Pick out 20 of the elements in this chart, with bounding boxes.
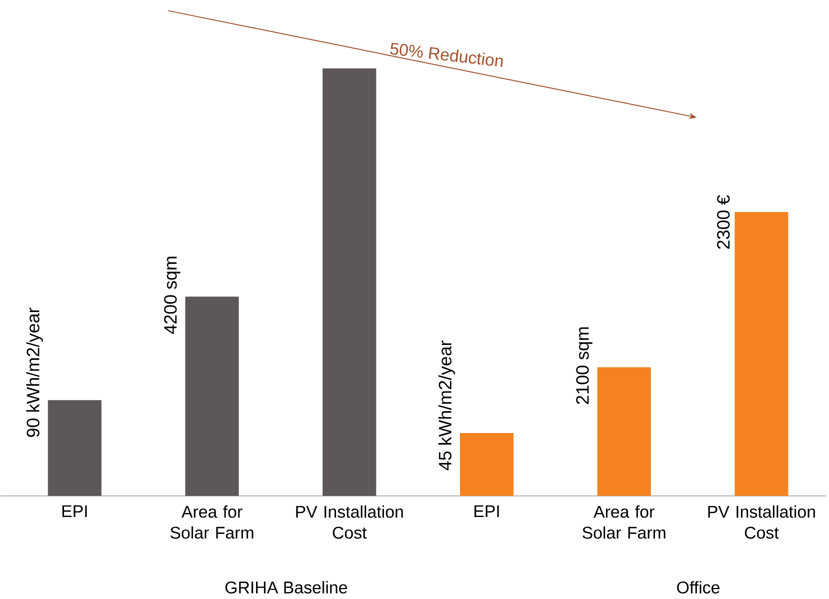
x-tick-label: Area for Solar Farm [170,505,254,538]
x-tick-label: EPI [474,505,499,517]
text: 50% Reduction [390,42,503,67]
x-tick-label: PV Installation Cost [296,505,403,539]
bar [322,68,376,496]
x-tick-label: PV Installation Cost [708,505,815,539]
annotation: 4200 sqm [164,256,180,334]
annotation: 90 kWh/m2/year [26,307,43,437]
annotation: 45 kWh/m2/year [438,340,456,470]
annotation: 2100 sqm [576,327,592,404]
x-tick-label: Area for Solar Farm [582,505,666,538]
bar [597,367,651,496]
text: Office [677,580,720,594]
bar [185,296,239,496]
text: GRIHA Baseline [225,580,348,594]
bar [734,212,788,496]
bar [460,432,514,496]
bar [48,400,102,496]
x-tick-label: EPI [62,505,87,517]
annotation: 2300 € [717,194,730,249]
